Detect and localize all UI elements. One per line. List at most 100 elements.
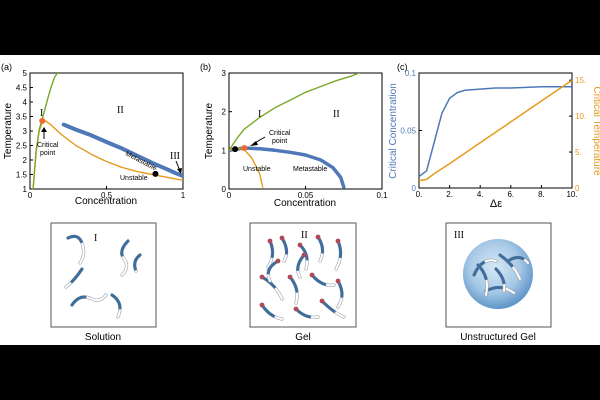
gel-strand-10-bond — [293, 306, 299, 312]
panel-c-ytick-right-label: 10. — [575, 112, 586, 121]
unstructured-strand-5 — [506, 255, 530, 265]
gel-strand-8-sticker — [336, 279, 344, 309]
unstructured-strand-4 — [494, 267, 506, 293]
gel-strand-0-sticker — [266, 239, 275, 269]
panel-a-region-I: I — [40, 108, 43, 119]
panel-a-green-curve — [32, 73, 59, 189]
panel-a-point-1 — [152, 170, 159, 177]
gel-strand-4 — [334, 238, 343, 271]
gel-strands — [259, 234, 346, 321]
schematic-unstructured-gel: III Unstructured Gel — [445, 222, 552, 343]
panel-b-region-II: II — [333, 109, 340, 120]
panel-b-chart: 0 0.05 0.1 0 1 2 3 — [222, 69, 389, 200]
gel-strand-11-bond — [319, 298, 325, 304]
panel-b-critical-label-1: Critical — [269, 130, 291, 137]
gel-strand-12-bond — [301, 252, 307, 258]
gel-strand-6-sticker — [288, 275, 299, 305]
panel-c-xtick-label: 8. — [538, 190, 545, 199]
panel-a-region-II: II — [117, 105, 124, 116]
gel-strand-11 — [319, 298, 346, 319]
panel-c-ylabel-right: Critical Temperature — [591, 86, 600, 176]
panel-a-critical-label-1: Critical — [37, 142, 59, 149]
solution-strand-3 — [70, 293, 108, 307]
gel-strand-4-bond — [335, 238, 341, 244]
panel-b-label: (b) — [200, 62, 211, 72]
gel-strand-13-bond — [275, 258, 281, 264]
solution-strand-2-sticker — [133, 253, 142, 273]
gel-strand-6 — [287, 274, 299, 305]
solution-strand-1 — [120, 239, 130, 277]
gel-strand-12 — [296, 252, 307, 279]
schematic-unstructured-roman: III — [454, 230, 464, 241]
figure-svg: (a) 0 0.5 1 1 1.5 2 2.5 3 3.5 4 4.5 5 Concentration… — [1, 62, 600, 343]
panel-a-xtick-label: 1 — [181, 191, 186, 200]
gel-strand-8-bond — [335, 278, 341, 284]
panel-a-chart: 0 0.5 1 1 1.5 2 2.5 3 3.5 4 4.5 5 — [16, 69, 186, 200]
gel-strand-7-bond — [309, 272, 315, 278]
panel-b-ytick-label: 0 — [222, 185, 227, 194]
panel-c-ytick-left-label: 0.05 — [400, 127, 416, 136]
unstructured-strand-2-sticker — [498, 253, 522, 281]
gel-strand-1 — [279, 235, 289, 263]
panel-a-frame — [29, 72, 184, 190]
gel-strand-2 — [297, 242, 309, 271]
unstructured-strand-4-sticker — [494, 267, 506, 293]
panel-a-xtick-label: 0 — [28, 191, 33, 200]
panel-c-xtick-label: 2. — [446, 190, 453, 199]
panel-b-xlabel: Concentration — [274, 198, 336, 209]
panel-c-critical-temperature-curve — [418, 79, 573, 182]
gel-strand-12-sticker — [296, 253, 306, 279]
unstructured-strands — [472, 253, 530, 297]
panel-a-xlabel: Concentration — [75, 196, 137, 207]
panel-c-label: (c) — [397, 62, 408, 72]
panel-a-ytick-label: 4 — [23, 98, 28, 107]
solution-strands — [64, 234, 142, 319]
solution-strand-5 — [64, 267, 84, 289]
unstructured-strand-0-sticker — [472, 258, 498, 277]
panel-c-frame — [418, 72, 573, 189]
gel-strand-7 — [309, 272, 336, 287]
panel-c-ytick-right-label: 0 — [575, 184, 580, 193]
panel-a-label: (a) — [1, 62, 12, 72]
panel-c-xlabel: Δε — [490, 198, 502, 210]
panel-b-xtick-label: 0.05 — [298, 191, 314, 200]
gel-strand-5-sticker — [260, 275, 284, 301]
panel-b-point-1 — [241, 145, 248, 152]
schematic-solution-frame — [50, 222, 157, 328]
gel-strand-8 — [335, 278, 344, 309]
gel-strand-13-sticker — [266, 259, 280, 283]
unstructured-strand-3-sticker — [476, 263, 489, 297]
panel-b-unstable-label: Unstable — [243, 166, 271, 173]
solution-strand-5-sticker — [64, 267, 84, 289]
panel-c-xtick-label: 10. — [566, 190, 577, 199]
panel-b-ytick-label: 2 — [222, 108, 227, 117]
panel-b-point-0 — [232, 146, 239, 153]
unstructured-strand-0 — [472, 258, 498, 277]
panel-b-ytick-label: 1 — [222, 146, 227, 155]
panel-b-ytick-label: 3 — [222, 69, 227, 78]
panel-b-critical-arrowhead — [250, 141, 258, 146]
gel-strand-3-bond — [315, 234, 321, 240]
panel-b-region-I: I — [258, 109, 261, 120]
solution-strand-4-sticker — [110, 293, 122, 319]
panel-b-critical-label-2: point — [272, 138, 287, 145]
panel-b-green-curve — [229, 73, 360, 151]
panel-a-region-III: III — [170, 151, 180, 162]
panel-c-ytick-left-label: 0 — [412, 184, 417, 193]
unstructured-strand-2 — [498, 253, 522, 281]
panel-a-unstable-label: Unstable — [120, 175, 148, 182]
panel-c-xtick-label: 4. — [477, 190, 484, 199]
gel-strand-5-bond — [259, 274, 265, 280]
panel-a-critical-arrowhead — [41, 127, 47, 132]
panel-c-ytick-right-label: 5. — [575, 148, 582, 157]
schematic-solution-roman: I — [94, 233, 97, 244]
gel-strand-9 — [259, 302, 284, 321]
gel-strand-4-sticker — [334, 239, 343, 271]
panel-a-xtick-label: 0.5 — [101, 191, 113, 200]
panel-a-ytick-label: 5 — [23, 69, 28, 78]
unstructured-strand-5-sticker — [506, 256, 530, 265]
panel-c-critical-concentration-curve — [418, 86, 572, 178]
panel-c-xtick-label: 6. — [507, 190, 514, 199]
schematic-solution-caption: Solution — [85, 332, 121, 343]
panel-a-ylabel: Temperature — [3, 102, 14, 159]
